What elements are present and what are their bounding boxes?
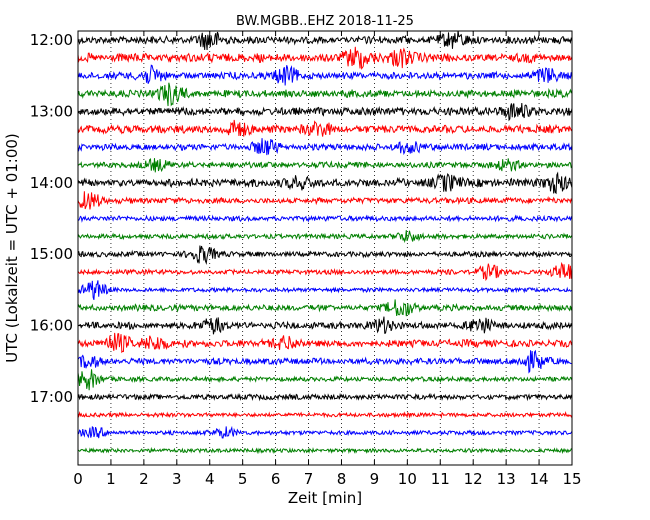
seismic-trace: [77, 316, 573, 335]
seismic-trace: [77, 369, 573, 391]
plot-frame: [77, 30, 573, 466]
seismic-trace: [77, 46, 573, 70]
x-tick-label: 13: [497, 470, 516, 488]
seismic-trace: [77, 171, 573, 195]
x-tick-label: 6: [271, 470, 281, 488]
x-tick-label: 3: [172, 470, 182, 488]
seismic-trace: [77, 392, 573, 402]
x-tick-label: 7: [304, 470, 314, 488]
x-axis-label: Zeit [min]: [288, 489, 362, 507]
seismic-trace: [77, 332, 573, 354]
seismic-trace: [77, 82, 573, 107]
chart-title: BW.MGBB..EHZ 2018-11-25: [236, 14, 414, 29]
y-axis-ticks: 12:00 13:00 14:00 15:00 16:00 17:00: [30, 31, 572, 406]
y-tick-label: 15:00: [30, 245, 73, 263]
seismic-trace: [77, 230, 573, 244]
seismic-trace: [77, 410, 573, 419]
x-tick-label: 14: [530, 470, 549, 488]
y-axis-label: UTC (Lokalzeit = UTC + 01:00): [3, 133, 21, 363]
y-tick-label: 14:00: [30, 174, 73, 192]
x-tick-label: 15: [562, 470, 581, 488]
seismic-trace: [77, 30, 573, 50]
seismic-traces: [77, 30, 573, 455]
x-tick-label: 4: [205, 470, 215, 488]
seismic-trace: [77, 64, 573, 86]
seismic-trace: [77, 245, 573, 266]
x-tick-label: 5: [238, 470, 248, 488]
y-tick-label: 12:00: [30, 31, 73, 49]
y-tick-label: 16:00: [30, 317, 73, 335]
grid-lines: [110, 31, 540, 465]
x-tick-label: 1: [106, 470, 116, 488]
x-tick-label: 8: [337, 470, 347, 488]
x-tick-label: 12: [464, 470, 483, 488]
x-axis-ticks: 0 1 2 3 4 5 6 7 8 9 10 11 12 13 14 15: [73, 31, 582, 488]
seismic-trace: [77, 214, 573, 223]
x-tick-label: 11: [431, 470, 450, 488]
seismic-trace: [77, 425, 573, 439]
y-tick-label: 17:00: [30, 388, 73, 406]
seismic-trace: [77, 138, 573, 156]
seismic-trace: [77, 102, 573, 122]
seismic-trace: [77, 349, 573, 374]
y-tick-label: 13:00: [30, 102, 73, 120]
x-tick-label: 2: [139, 470, 149, 488]
seismic-trace: [78, 158, 573, 173]
x-tick-label: 0: [73, 470, 83, 488]
seismic-trace: [77, 280, 573, 300]
seismic-trace: [77, 119, 573, 137]
seismic-trace: [77, 261, 573, 282]
seismic-trace: [77, 299, 573, 317]
x-tick-label: 9: [370, 470, 380, 488]
x-tick-label: 10: [398, 470, 417, 488]
seismic-trace: [77, 446, 573, 455]
seismic-trace: [77, 191, 573, 210]
